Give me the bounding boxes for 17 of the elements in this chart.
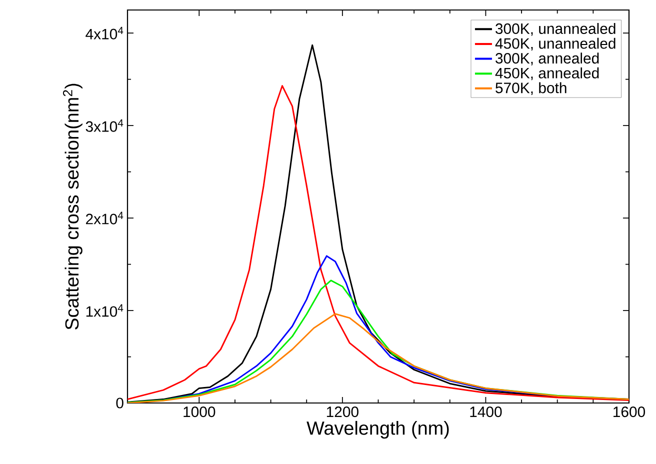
y-tick-label: 4x10$^{4}$ <box>86 26 124 40</box>
legend-label: 300K, unannealed <box>496 23 616 36</box>
legend-label: 300K, annealed <box>496 52 599 66</box>
line-series <box>128 313 629 403</box>
legend-label: 570K, both <box>496 82 566 95</box>
x-tick-label: 1400 <box>470 406 502 418</box>
x-axis-title: Wavelength (nm) <box>306 420 449 439</box>
x-tick-label: 1600 <box>614 406 646 418</box>
x-tick-label: 1200 <box>326 406 358 418</box>
y-tick-label: 0 <box>116 398 124 408</box>
legend-label: 450K, annealed <box>495 67 599 80</box>
y-tick-label: 3x10$^{4}$ <box>86 119 124 132</box>
y-tick-label: 1x10$^{4}$ <box>86 304 124 317</box>
y-axis-title: Scattering cross section(nm$^{2}$) <box>62 84 82 330</box>
legend-label: 450K, unannealed <box>495 38 616 51</box>
y-tick-label: 2x10$^{4}$ <box>86 212 124 224</box>
x-tick-label: 1000 <box>184 406 216 418</box>
